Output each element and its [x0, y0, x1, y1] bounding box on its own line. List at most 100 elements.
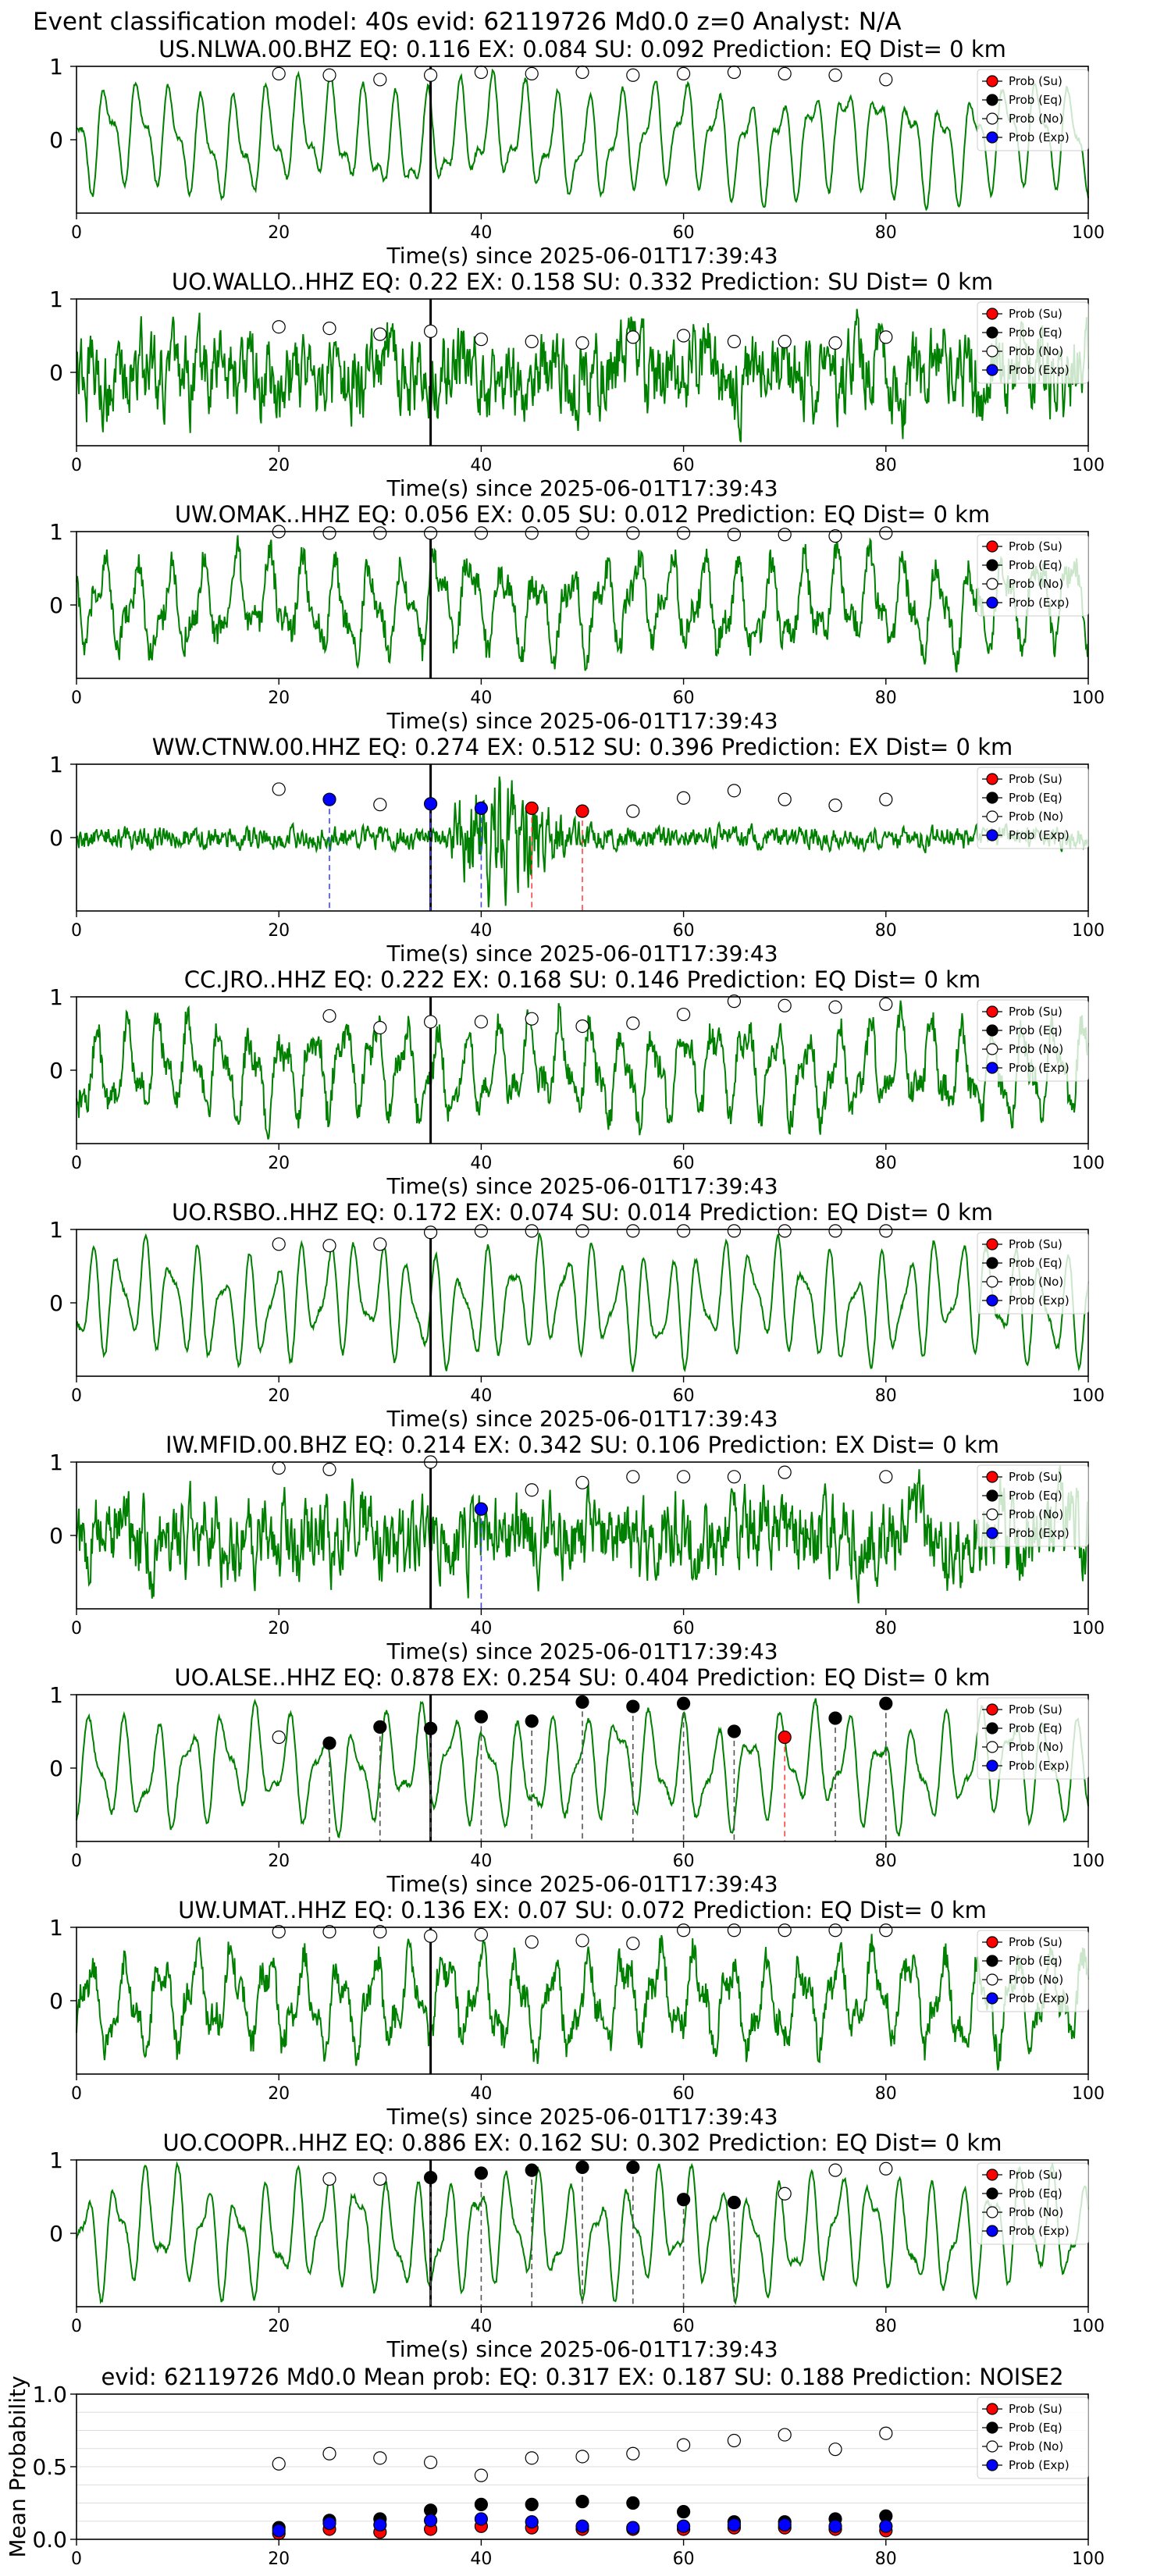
panel-4-legend-label-no: Prob (No): [1009, 809, 1063, 824]
panel-7-xlabel: Time(s) since 2025-06-01T17:39:43: [386, 1638, 778, 1664]
panel-5-point-no-11: [879, 997, 893, 1012]
panel-2-ytick-label-0: 0: [49, 360, 63, 386]
panel-4-point-no-8: [676, 791, 691, 805]
panel-1-legend-marker-eq: [986, 94, 998, 106]
summary-panel-point-exp-6: [575, 2519, 589, 2533]
panel-10-xtick-label-40: 40: [470, 2317, 492, 2336]
panel-5-waveform-line: [76, 1000, 1089, 1140]
panel-3-legend-label-no: Prob (No): [1009, 577, 1063, 591]
panel-5-legend-label-eq: Prob (Eq): [1009, 1023, 1062, 1037]
summary-panel-point-exp-9: [727, 2517, 742, 2532]
panel-4-xtick-label-80: 80: [875, 921, 897, 941]
summary-panel-legend-label-no: Prob (No): [1009, 2439, 1063, 2453]
panel-8-point-eq-11: [828, 1711, 842, 1725]
panel-2-legend-label-exp: Prob (Exp): [1009, 363, 1070, 377]
panel-3-xtick-label-80: 80: [875, 688, 897, 708]
panel-5-point-no-3: [474, 1015, 489, 1029]
summary-panel-point-no-8: [676, 2438, 691, 2452]
panel-9-point-no-7: [626, 1937, 640, 1951]
panel-5-legend-box: [977, 999, 1089, 1082]
panel-10-xtick-label-80: 80: [875, 2317, 897, 2336]
panel-1-point-no-9: [727, 65, 742, 80]
panel-6-point-no-7: [626, 1224, 640, 1238]
panel-3-point-no-8: [676, 526, 691, 540]
panel-9-point-no-10: [778, 1923, 792, 1937]
panel-5-legend-marker-su: [986, 1005, 998, 1018]
panel-9-xlabel: Time(s) since 2025-06-01T17:39:43: [386, 2104, 778, 2129]
panel-10-xtick-label-60: 60: [673, 2317, 695, 2336]
panel-3-legend-label-su: Prob (Su): [1009, 539, 1062, 553]
panel-3-point-no-1: [322, 526, 336, 540]
panel-9-legend-marker-eq: [986, 1955, 998, 1967]
panel-9-legend-marker-su: [986, 1936, 998, 1948]
panel-7-point-no-10: [879, 1470, 893, 1484]
panel-1-xtick-label-80: 80: [875, 223, 897, 243]
summary-panel-legend-marker-eq: [986, 2421, 998, 2434]
panel-7-point-exp-3: [474, 1502, 489, 1516]
panel-7: IW.MFID.00.BHZ EQ: 0.214 EX: 0.342 SU: 0…: [49, 1432, 1105, 1664]
summary-panel-point-exp-4: [474, 2512, 489, 2526]
panel-6-point-no-11: [828, 1224, 842, 1238]
panel-9-point-no-11: [828, 1923, 842, 1937]
panel-3-point-no-3: [423, 526, 438, 540]
panel-2-point-no-3: [423, 324, 438, 338]
panel-4-legend-label-su: Prob (Su): [1009, 772, 1062, 786]
panel-3-legend: Prob (Su) Prob (Eq) Prob (No) Prob (Exp): [977, 534, 1089, 617]
panel-3-xtick-label-100: 100: [1072, 688, 1105, 708]
panel-3-point-no-12: [879, 526, 893, 540]
panel-7-point-no-6: [626, 1470, 640, 1484]
panel-2-legend-marker-eq: [986, 326, 998, 339]
panel-2-point-no-9: [727, 334, 742, 349]
panel-6-xtick-label-20: 20: [268, 1386, 290, 1406]
panel-7-xtick-label-0: 0: [71, 1619, 82, 1638]
panel-6-point-no-2: [373, 1237, 387, 1251]
panel-3-legend-box: [977, 534, 1089, 617]
panel-3-xtick-label-20: 20: [268, 688, 290, 708]
panel-2-legend-label-eq: Prob (Eq): [1009, 326, 1062, 340]
panel-7-xtick-label-60: 60: [673, 1619, 695, 1638]
summary-panel-point-exp-7: [626, 2521, 640, 2535]
panel-3-title: UW.OMAK..HHZ EQ: 0.056 EX: 0.05 SU: 0.01…: [175, 501, 990, 528]
panel-4-point-no-10: [778, 792, 792, 806]
panel-4-point-su-6: [575, 804, 589, 818]
panel-10-xtick-label-20: 20: [268, 2317, 290, 2336]
panel-10-point-no-1: [373, 2172, 387, 2186]
panel-2-xtick-label-80: 80: [875, 456, 897, 475]
panel-7-point-no-7: [676, 1470, 691, 1484]
summary-panel-legend-box: [977, 2396, 1089, 2479]
summary-panel-xtick-label-60: 60: [673, 2549, 695, 2569]
panel-3-point-no-2: [373, 526, 387, 540]
panel-8-legend-label-exp: Prob (Exp): [1009, 1759, 1070, 1773]
panel-2-legend-label-no: Prob (No): [1009, 344, 1063, 358]
summary-panel-point-no-7: [626, 2446, 640, 2460]
panel-10-legend-marker-exp: [986, 2225, 998, 2237]
panel-1-point-no-3: [423, 68, 438, 82]
panel-8-legend-marker-exp: [986, 1759, 998, 1772]
panel-1-ytick-label-0: 0: [49, 127, 63, 153]
panel-6-legend-label-exp: Prob (Exp): [1009, 1293, 1070, 1308]
panel-6-point-no-12: [879, 1224, 893, 1238]
panel-6-xtick-label-0: 0: [71, 1386, 82, 1406]
panel-1-xtick-label-60: 60: [673, 223, 695, 243]
summary-panel-point-no-0: [272, 2457, 286, 2471]
panel-7-point-no-9: [778, 1465, 792, 1479]
panel-3: UW.OMAK..HHZ EQ: 0.056 EX: 0.05 SU: 0.01…: [49, 501, 1105, 734]
panel-1-legend-box: [977, 69, 1089, 151]
panel-8-ytick-label-0: 0: [49, 1756, 63, 1781]
panel-4-title: WW.CTNW.00.HHZ EQ: 0.274 EX: 0.512 SU: 0…: [152, 734, 1013, 760]
panel-8-point-eq-2: [373, 1720, 387, 1734]
panel-7-legend-marker-no: [986, 1508, 998, 1521]
panel-7-legend-marker-eq: [986, 1489, 998, 1502]
panel-10-title: UO.COOPR..HHZ EQ: 0.886 EX: 0.162 SU: 0.…: [163, 2129, 1002, 2156]
panel-1-point-no-8: [676, 66, 691, 81]
figure-title: Event classification model: 40s evid: 62…: [33, 8, 902, 36]
panel-8-xlabel: Time(s) since 2025-06-01T17:39:43: [386, 1871, 778, 1897]
panel-1-point-no-2: [373, 73, 387, 87]
summary-panel-title: evid: 62119726 Md0.0 Mean prob: EQ: 0.31…: [101, 2364, 1063, 2390]
panel-1-legend-marker-no: [986, 112, 998, 125]
summary-panel-point-no-2: [373, 2451, 387, 2465]
panel-10-point-eq-3: [474, 2166, 489, 2180]
panel-9-point-no-0: [272, 1925, 286, 1939]
panel-4-point-exp-4: [474, 801, 489, 816]
panel-7-waveform-line: [76, 1465, 1089, 1604]
